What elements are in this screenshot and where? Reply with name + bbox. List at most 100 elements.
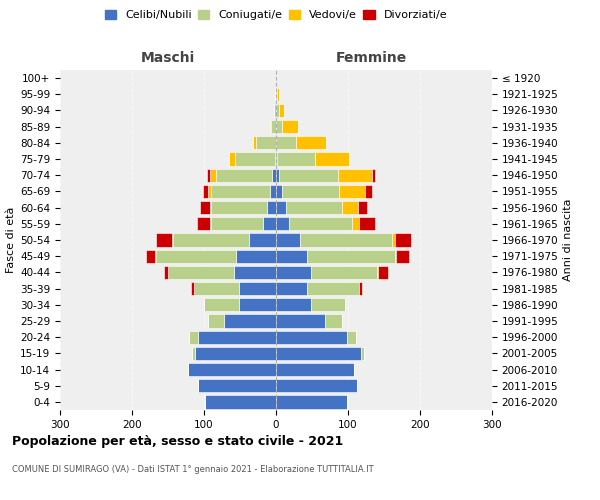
Bar bbox=[274, 104, 276, 117]
Bar bbox=[216, 168, 272, 182]
Bar bbox=[395, 234, 410, 246]
Bar bbox=[276, 250, 307, 263]
Bar bbox=[276, 314, 325, 328]
Bar bbox=[277, 152, 315, 166]
Bar bbox=[155, 250, 156, 263]
Bar bbox=[307, 282, 359, 295]
Bar bbox=[276, 266, 311, 279]
Bar bbox=[359, 282, 362, 295]
Bar bbox=[277, 88, 279, 101]
Bar bbox=[338, 168, 372, 182]
Bar bbox=[271, 120, 276, 134]
Bar bbox=[268, 201, 276, 214]
Bar bbox=[377, 266, 378, 279]
Text: Popolazione per età, sesso e stato civile - 2021: Popolazione per età, sesso e stato civil… bbox=[12, 435, 343, 448]
Bar bbox=[210, 201, 211, 214]
Legend: Celibi/Nubili, Coniugati/e, Vedovi/e, Divorziati/e: Celibi/Nubili, Coniugati/e, Vedovi/e, Di… bbox=[100, 6, 452, 25]
Bar bbox=[239, 298, 276, 312]
Bar bbox=[392, 234, 395, 246]
Bar bbox=[196, 346, 276, 360]
Bar bbox=[164, 266, 168, 279]
Bar bbox=[276, 234, 300, 246]
Bar bbox=[276, 88, 277, 101]
Bar bbox=[253, 136, 256, 149]
Bar bbox=[276, 201, 286, 214]
Bar bbox=[173, 234, 248, 246]
Bar bbox=[395, 250, 396, 263]
Bar bbox=[248, 234, 276, 246]
Bar bbox=[276, 168, 279, 182]
Bar bbox=[204, 298, 239, 312]
Bar bbox=[325, 314, 341, 328]
Bar bbox=[276, 104, 279, 117]
Bar bbox=[276, 136, 296, 149]
Bar bbox=[276, 379, 358, 392]
Y-axis label: Fasce di età: Fasce di età bbox=[6, 207, 16, 273]
Bar bbox=[256, 136, 276, 149]
Bar bbox=[311, 266, 377, 279]
Bar bbox=[283, 120, 298, 134]
Bar bbox=[198, 330, 276, 344]
Bar bbox=[359, 217, 376, 230]
Bar bbox=[352, 217, 359, 230]
Bar bbox=[235, 152, 275, 166]
Text: COMUNE DI SUMIRAGO (VA) - Dati ISTAT 1° gennaio 2021 - Elaborazione TUTTITALIA.I: COMUNE DI SUMIRAGO (VA) - Dati ISTAT 1° … bbox=[12, 465, 374, 474]
Bar bbox=[276, 185, 283, 198]
Bar bbox=[315, 152, 349, 166]
Bar bbox=[203, 185, 208, 198]
Text: Femmine: Femmine bbox=[335, 51, 407, 65]
Bar bbox=[172, 234, 173, 246]
Bar bbox=[270, 185, 276, 198]
Bar bbox=[208, 185, 211, 198]
Bar bbox=[276, 346, 361, 360]
Bar bbox=[276, 298, 311, 312]
Bar bbox=[365, 185, 372, 198]
Bar bbox=[307, 250, 395, 263]
Bar bbox=[279, 104, 284, 117]
Bar bbox=[211, 168, 216, 182]
Bar bbox=[263, 217, 276, 230]
Bar bbox=[205, 396, 276, 408]
Bar bbox=[272, 168, 276, 182]
Bar bbox=[276, 217, 289, 230]
Bar bbox=[358, 201, 367, 214]
Bar bbox=[146, 250, 155, 263]
Bar bbox=[211, 201, 268, 214]
Bar bbox=[189, 330, 198, 344]
Bar bbox=[200, 201, 210, 214]
Bar bbox=[236, 250, 276, 263]
Bar bbox=[279, 168, 338, 182]
Bar bbox=[296, 136, 326, 149]
Bar bbox=[276, 120, 283, 134]
Bar bbox=[211, 185, 270, 198]
Bar bbox=[168, 266, 234, 279]
Bar bbox=[224, 314, 276, 328]
Bar bbox=[229, 152, 235, 166]
Bar bbox=[207, 168, 211, 182]
Bar bbox=[275, 152, 276, 166]
Bar bbox=[198, 379, 276, 392]
Bar bbox=[234, 266, 276, 279]
Bar bbox=[276, 330, 347, 344]
Bar bbox=[378, 266, 388, 279]
Bar bbox=[396, 250, 409, 263]
Bar bbox=[269, 120, 271, 134]
Bar bbox=[276, 152, 277, 166]
Bar bbox=[300, 234, 392, 246]
Text: Maschi: Maschi bbox=[141, 51, 195, 65]
Bar bbox=[311, 298, 345, 312]
Bar bbox=[347, 330, 356, 344]
Bar bbox=[193, 346, 196, 360]
Bar bbox=[361, 346, 364, 360]
Bar bbox=[239, 282, 276, 295]
Bar bbox=[283, 185, 338, 198]
Bar bbox=[276, 282, 307, 295]
Bar bbox=[342, 201, 358, 214]
Bar bbox=[208, 314, 224, 328]
Bar bbox=[289, 217, 352, 230]
Bar bbox=[156, 234, 172, 246]
Bar bbox=[372, 168, 374, 182]
Bar bbox=[276, 396, 347, 408]
Bar bbox=[275, 88, 276, 101]
Bar bbox=[194, 282, 239, 295]
